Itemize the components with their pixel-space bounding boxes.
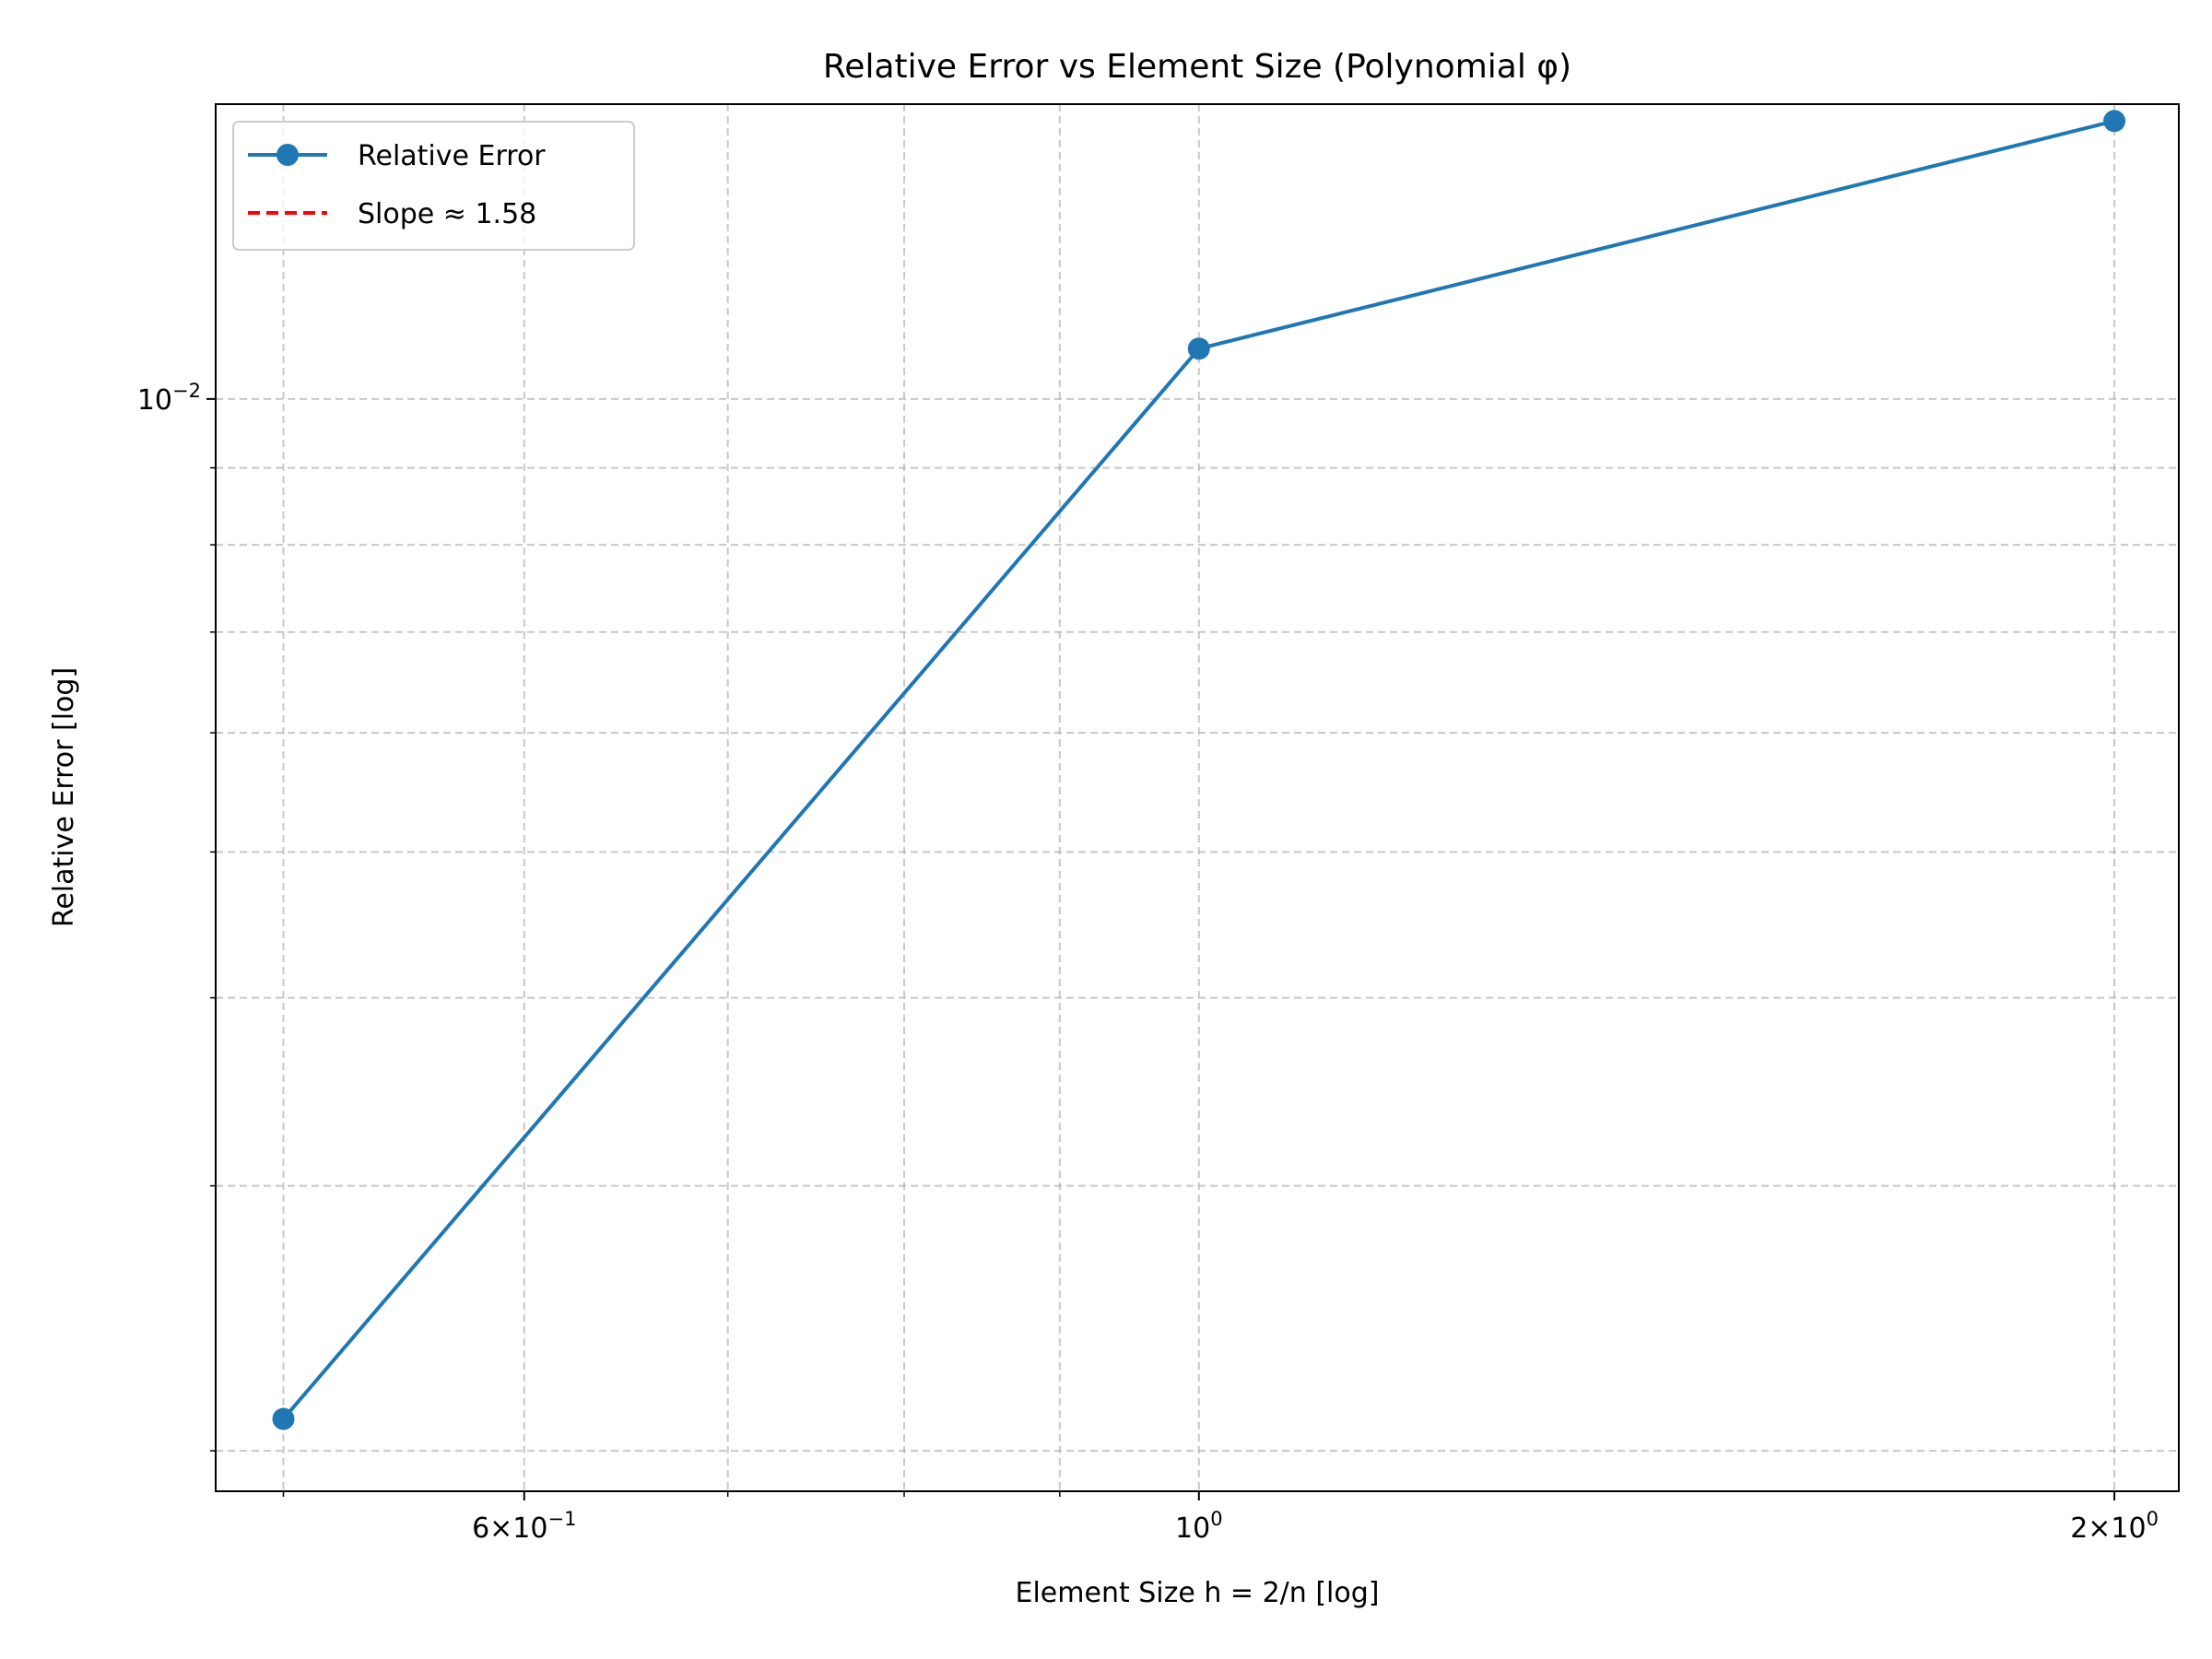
plot-frame — [215, 103, 2180, 1492]
x-tick-label: 6×10−1 — [472, 1508, 576, 1545]
legend-label-relative-error: Relative Error — [358, 140, 546, 172]
legend-label-slope: Slope ≈ 1.58 — [358, 198, 536, 230]
legend-box — [232, 121, 635, 251]
x-tick-label: 100 — [1175, 1508, 1223, 1545]
series — [272, 110, 2126, 1430]
x-axis-label: Element Size h = 2/n [log] — [1016, 1577, 1380, 1609]
ticks: 6×10−1 100 2×100 10−2 — [137, 380, 2159, 1545]
grid — [216, 104, 2179, 1491]
legend-marker-relative-error — [276, 144, 299, 166]
legend: Relative Error Slope ≈ 1.58 — [232, 121, 635, 251]
data-point — [272, 1407, 295, 1430]
y-tick-label: 10−2 — [137, 380, 201, 417]
y-axis-label: Relative Error [log] — [48, 667, 80, 927]
chart-title: Relative Error vs Element Size (Polynomi… — [823, 48, 1571, 86]
x-tick-label: 2×100 — [2070, 1508, 2159, 1545]
data-point — [1187, 337, 1210, 360]
data-point — [2103, 110, 2126, 133]
